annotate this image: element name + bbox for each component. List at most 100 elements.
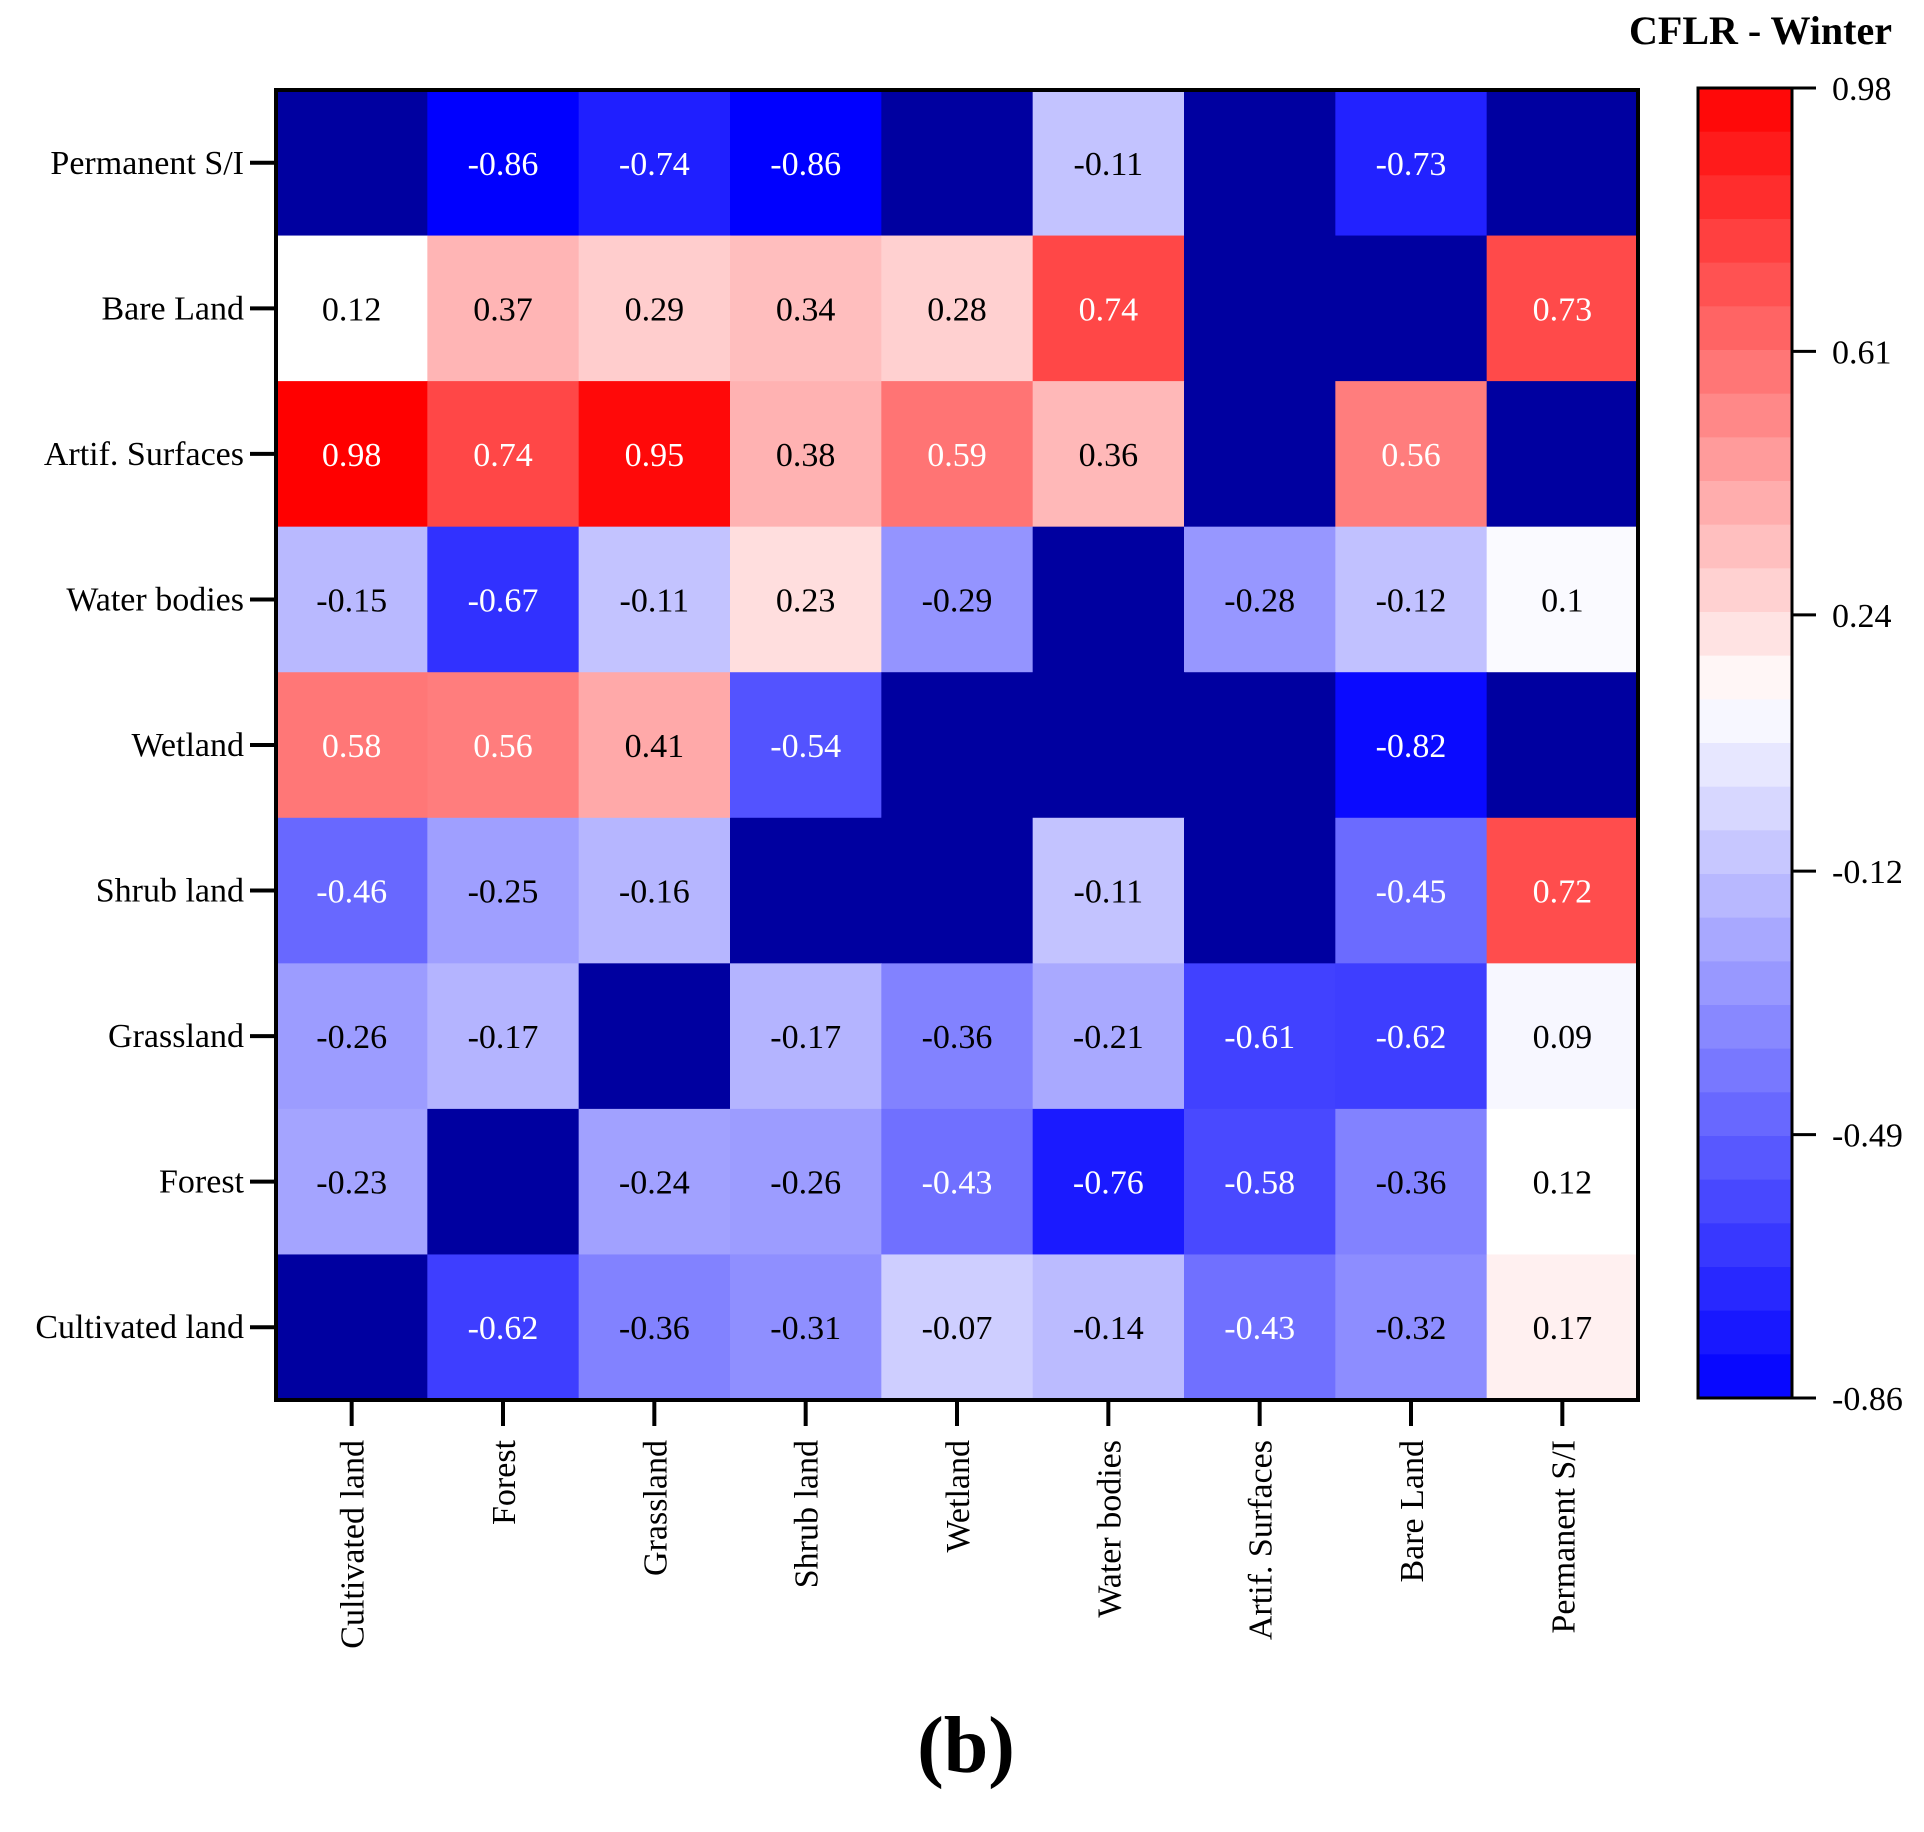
cell-value-label: -0.15 (316, 582, 387, 619)
colorbar-segment (1698, 612, 1792, 657)
heatmap-cell (1335, 1254, 1488, 1401)
heatmap-cell (578, 672, 731, 819)
heatmap-cell (730, 235, 882, 382)
heatmap-cell (578, 963, 731, 1110)
heatmap-cell (881, 672, 1034, 819)
colorbar-segment (1698, 1223, 1792, 1268)
cell-value-label: -0.25 (468, 874, 539, 911)
heatmap-cell (1335, 672, 1488, 819)
colorbar-tick-label: -0.49 (1832, 1118, 1903, 1155)
y-axis: Permanent S/I Bare Land Artif. Surfaces Wat… (35, 145, 276, 1346)
heatmap-cell (1184, 235, 1336, 382)
cell-value-label: -0.23 (316, 1165, 387, 1202)
heatmap-cell (1184, 381, 1336, 528)
colorbar-segment (1698, 219, 1792, 264)
cell-value-label: -0.29 (922, 582, 993, 619)
heatmap-cell (1032, 963, 1185, 1110)
y-tick-label: Water bodies (66, 581, 244, 618)
cell-value-label: -0.62 (468, 1310, 539, 1347)
cell-value-label: -0.14 (1073, 1310, 1144, 1347)
y-tick-label: Wetland (132, 727, 244, 764)
heatmap-cell (730, 381, 882, 528)
y-tick-label: Permanent S/I (50, 145, 244, 182)
colorbar-segment (1698, 917, 1792, 962)
cell-value-label: 0.58 (322, 728, 382, 765)
x-tick-label: Bare Land (1394, 1440, 1431, 1583)
colorbar-segment (1698, 88, 1792, 133)
colorbar-segment (1698, 350, 1792, 395)
colorbar-segment (1698, 481, 1792, 526)
heatmap-cell (276, 381, 428, 528)
heatmap-cell (1486, 1108, 1639, 1256)
cell-value-label: -0.21 (1073, 1019, 1144, 1056)
cell-value-label: -0.07 (922, 1310, 993, 1347)
cell-value-label: -0.45 (1376, 874, 1447, 911)
heatmap-cell (276, 526, 428, 673)
colorbar-segment (1698, 568, 1792, 613)
heatmap-cell (1335, 235, 1488, 382)
cell-value-label: -0.32 (1376, 1310, 1447, 1347)
cell-value-label: -0.11 (620, 582, 690, 619)
heatmap-cell (1486, 672, 1639, 819)
colorbar-segment (1698, 1136, 1792, 1181)
colorbar-segment (1698, 306, 1792, 351)
cell-value-label: -0.11 (1074, 874, 1144, 911)
cell-value-label: -0.43 (1224, 1310, 1295, 1347)
x-tick-label: Artif. Surfaces (1243, 1440, 1280, 1640)
cell-value-label: -0.24 (619, 1165, 690, 1202)
heatmap-cell (1184, 963, 1336, 1110)
cell-value-label: 0.74 (473, 437, 533, 474)
cell-value-label: -0.16 (619, 874, 690, 911)
cell-value-label: 0.74 (1079, 291, 1139, 328)
heatmap-cell (881, 235, 1034, 382)
heatmap-cell (1335, 817, 1488, 964)
cell-value-label: -0.26 (316, 1019, 387, 1056)
colorbar-segment (1698, 1005, 1792, 1050)
cell-value-label: -0.31 (770, 1310, 841, 1347)
heatmap-cell (427, 235, 580, 382)
heatmap-cell (1032, 1108, 1185, 1256)
cell-value-label: 0.73 (1533, 291, 1593, 328)
heatmap-cell (1184, 817, 1336, 964)
cell-value-label: 0.95 (625, 437, 685, 474)
cell-value-label: -0.46 (316, 874, 387, 911)
heatmap-cell (1032, 90, 1185, 237)
heatmap-cell (1335, 90, 1488, 237)
colorbar-segment (1698, 1048, 1792, 1093)
colorbar-segment (1698, 1310, 1792, 1355)
heatmap-cell (1486, 963, 1639, 1110)
cell-value-label: 0.12 (1533, 1165, 1593, 1202)
colorbar-segment (1698, 175, 1792, 220)
heatmap-cell (730, 1108, 882, 1256)
heatmap-cell (427, 1254, 580, 1401)
heatmap-cell (881, 90, 1034, 237)
colorbar-tick-label: -0.86 (1832, 1381, 1903, 1418)
x-tick-label: Cultivated land (335, 1440, 372, 1649)
heatmap-cell (1184, 1254, 1336, 1401)
x-tick-label: Water bodies (1091, 1440, 1128, 1618)
heatmap-cell (730, 90, 882, 237)
heatmap-cell (578, 381, 731, 528)
x-axis: Cultivated land Forest Grassland Shrub land… (335, 1400, 1582, 1649)
heatmap-cell (1335, 381, 1488, 528)
colorbar: 0.98 0.61 0.24 -0.12 -0.49 -0.86 (1696, 71, 1903, 1418)
heatmap-cell (427, 963, 580, 1110)
heatmap-cell (578, 1254, 731, 1401)
heatmap-cell (1184, 672, 1336, 819)
colorbar-segment (1698, 874, 1792, 919)
heatmap-cell (276, 963, 428, 1110)
colorbar-tick-label: 0.24 (1832, 598, 1892, 635)
heatmap-cell (1032, 1254, 1185, 1401)
chart-title: CFLR - Winter (1629, 8, 1892, 53)
cell-value-label: 0.09 (1533, 1019, 1593, 1056)
heatmap-cell (881, 1108, 1034, 1256)
cell-value-label: 0.1 (1541, 582, 1584, 619)
colorbar-segment (1698, 961, 1792, 1006)
cell-value-label: 0.56 (473, 728, 533, 765)
heatmap-cell (578, 817, 731, 964)
colorbar-segment (1698, 393, 1792, 438)
colorbar-segment (1698, 1267, 1792, 1312)
cell-value-label: -0.26 (770, 1165, 841, 1202)
colorbar-segment (1698, 524, 1792, 569)
